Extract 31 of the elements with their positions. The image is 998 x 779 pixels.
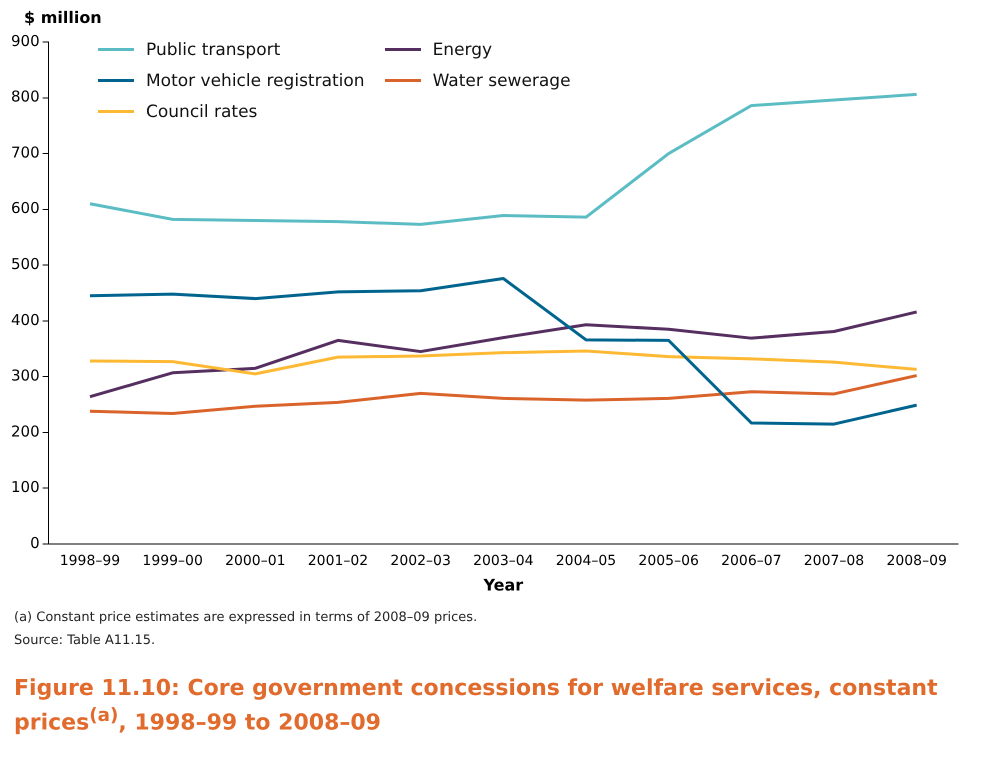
y-tick-label: 500 (10, 255, 40, 273)
y-tick-label: 200 (10, 422, 40, 440)
y-tick-label: 100 (10, 478, 40, 496)
legend-label: Public transport (146, 40, 280, 60)
text: (a) Constant price estimates are expressed in terms of 2008–09 prices. (14, 610, 478, 625)
x-tick-label: 2003–04 (473, 553, 534, 570)
x-tick-label: 1998–99 (60, 553, 120, 570)
legend-label: Water sewerage (432, 70, 571, 90)
x-tick-label: 2006–07 (721, 553, 782, 570)
legend-label: Motor vehicle registration (146, 70, 365, 90)
x-tick-label: 2000–01 (225, 553, 286, 570)
legend-label: Council rates (146, 102, 258, 122)
y-tick-label: 400 (10, 310, 40, 329)
x-tick-label: 2008–09 (886, 553, 947, 570)
x-tick-label: 2004–05 (556, 553, 616, 570)
y-tick-label: 900 (10, 32, 40, 50)
x-tick-label: 2005–06 (638, 553, 699, 570)
y-tick-label: 800 (10, 88, 40, 106)
y-tick-label: 300 (10, 366, 40, 385)
y-axis-title: $ million (23, 8, 103, 29)
y-tick-label: 700 (10, 143, 40, 162)
x-tick-label: 2002–03 (390, 553, 451, 570)
x-axis-title: Year (482, 576, 524, 595)
x-tick-label: 1999–00 (142, 553, 203, 570)
legend-label: Energy (432, 40, 492, 60)
source-note: Source: Table A11.15. (14, 633, 156, 648)
x-tick-label: 2001–02 (308, 553, 368, 570)
y-tick-label: 0 (30, 534, 40, 552)
x-tick-label: 2007–08 (804, 553, 864, 570)
y-tick-label: 600 (10, 199, 40, 218)
text: Figure 11.10: Core government concessions for welfare services, constant prices$^{(a)}$, 1998–99 to 2008–09 (13, 675, 939, 738)
